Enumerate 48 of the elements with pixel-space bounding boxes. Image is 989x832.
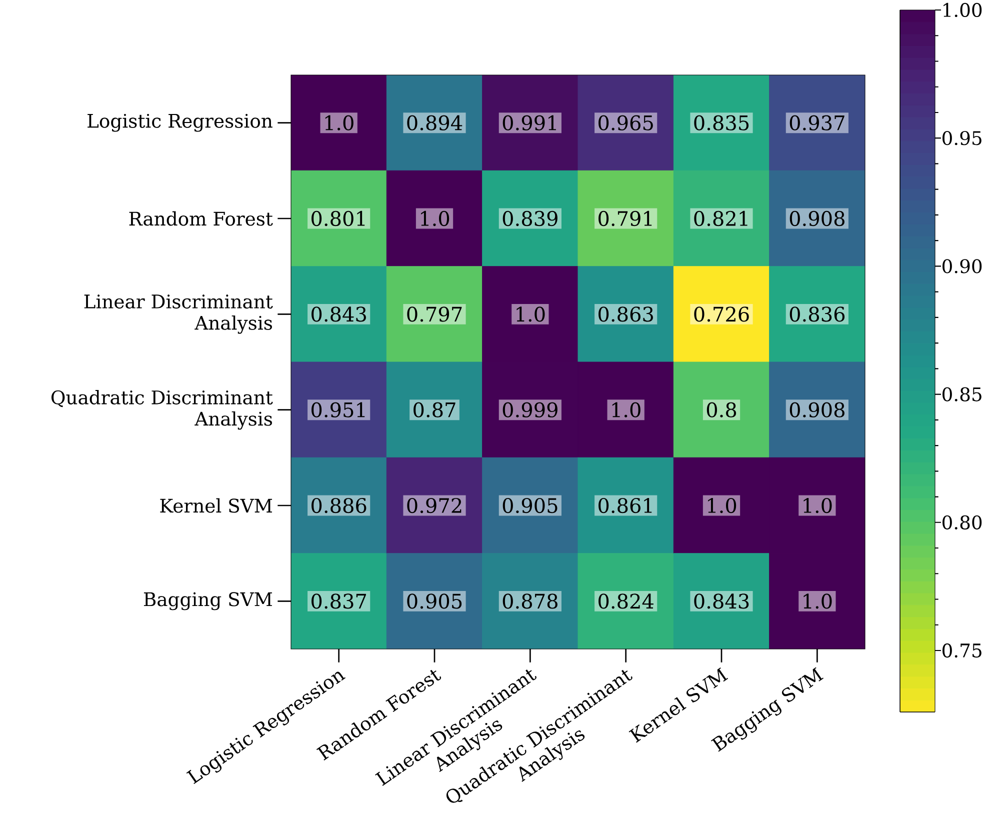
data-label: 0.999 (502, 402, 558, 418)
data-label: 0.837 (312, 594, 366, 609)
y-tick-label: Random Forest (129, 211, 273, 226)
data-label: 0.991 (502, 115, 556, 130)
data-label: 1.0 (516, 306, 545, 322)
data-label: 0.8 (706, 402, 736, 418)
y-tick-label: Quadratic Discriminant Analysis (51, 390, 273, 430)
data-label: 0.821 (694, 210, 748, 226)
data-label: 0.836 (790, 306, 845, 322)
data-label: 0.797 (407, 306, 462, 322)
y-tick-label: Logistic Regression (88, 114, 272, 132)
color-bar-label: 0.90 (942, 259, 982, 274)
data-label: 1.0 (325, 115, 354, 130)
data-label: 0.791 (598, 210, 652, 226)
data-label: 0.908 (790, 210, 844, 226)
y-tick-label: Bagging SVM (144, 592, 272, 610)
color-bar-label: 0.85 (942, 387, 982, 402)
data-label: 1.0 (612, 402, 640, 418)
data-label: 0.835 (694, 115, 749, 130)
data-label: 0.905 (502, 498, 558, 514)
data-label: 0.861 (598, 498, 652, 514)
color-bar-label: 0.80 (942, 515, 982, 530)
data-label: 0.863 (598, 306, 653, 322)
data-label: 0.937 (790, 115, 844, 130)
data-label: 0.87 (414, 402, 456, 418)
data-label: 0.824 (598, 594, 654, 609)
data-label: 0.886 (312, 498, 366, 514)
data-label: 1.0 (421, 210, 450, 226)
data-label: 0.801 (312, 210, 365, 226)
data-label: 0.908 (790, 402, 844, 418)
data-label: 0.965 (598, 115, 653, 130)
data-label: 0.905 (407, 594, 462, 609)
data-label: 0.894 (407, 115, 462, 130)
data-label: 0.878 (502, 594, 558, 609)
data-label: 1.0 (708, 498, 736, 514)
data-label: 1.0 (804, 594, 832, 609)
data-label: 0.843 (312, 306, 366, 322)
data-label: 0.843 (694, 594, 749, 609)
color-bar-label: 1.00 (944, 2, 982, 18)
data-label: 0.726 (694, 306, 749, 322)
data-label: 1.0 (804, 498, 832, 514)
y-tick-label: Linear Discriminant Analysis (84, 294, 273, 334)
color-bar-label: 0.75 (942, 643, 982, 658)
y-tick-label: Kernel SVM (160, 498, 272, 513)
data-label: 0.972 (407, 498, 462, 514)
color-bar-label: 0.95 (942, 131, 982, 146)
data-label: 0.839 (502, 210, 558, 226)
data-label: 0.951 (312, 402, 365, 418)
